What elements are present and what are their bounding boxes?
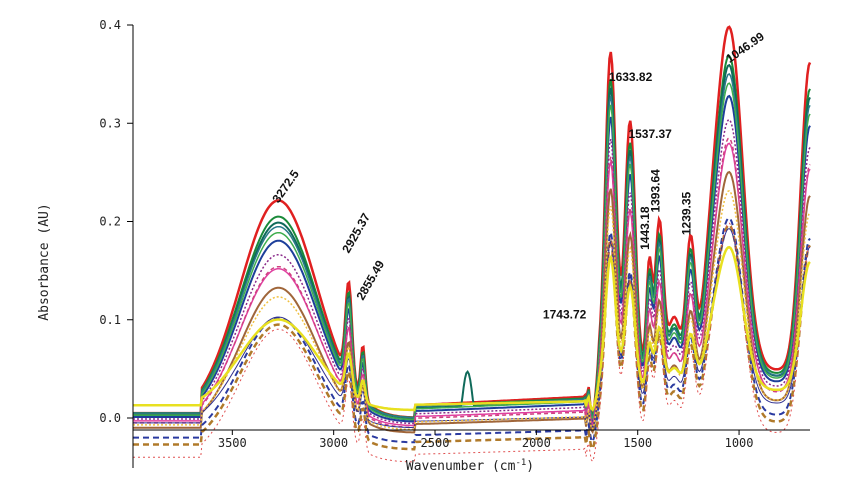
peak-label: 2925.37 xyxy=(339,210,373,255)
spectrum-series-line xyxy=(133,245,811,412)
plot-area xyxy=(133,25,812,463)
peak-label: 1443.18 xyxy=(638,206,652,250)
x-axis-label-superscript: -1 xyxy=(515,458,526,468)
peak-label: 2855.49 xyxy=(353,258,387,303)
spectrum-series-line xyxy=(133,228,811,429)
x-axis-label-text: Wavenumber (cm xyxy=(406,459,516,474)
peak-label: 1239.35 xyxy=(680,191,694,235)
y-tick-label: 0.2 xyxy=(99,215,121,229)
ticks: 3500 3000 2500 2000 1500 1000 0.0 0.1 0.2 0.3 0.4 xyxy=(99,18,753,450)
axes xyxy=(132,25,810,468)
x-axis-label-close: ) xyxy=(526,459,534,474)
peak-label: 1046.99 xyxy=(723,29,767,66)
x-tick-label: 3000 xyxy=(319,436,348,450)
peak-label: 1743.72 xyxy=(543,307,587,321)
x-tick-label: 3500 xyxy=(218,436,247,450)
y-axis-label: Absorbance (AU) xyxy=(37,203,52,320)
spectrum-series-line xyxy=(133,137,811,429)
peak-label: 3272.5 xyxy=(269,167,302,205)
peak-label: 1393.64 xyxy=(648,169,662,213)
spectrum-series-line xyxy=(133,189,811,431)
peak-label: 1537.37 xyxy=(628,127,672,141)
spectrum-series-line xyxy=(133,94,811,424)
x-tick-label: 2500 xyxy=(421,436,450,450)
y-tick-label: 0.3 xyxy=(99,116,121,130)
x-tick-label: 1000 xyxy=(725,436,754,450)
spectrum-series-line xyxy=(133,217,811,444)
y-tick-label: 0.0 xyxy=(99,411,121,425)
spectrum-series-line xyxy=(133,118,811,425)
x-tick-label: 2000 xyxy=(522,436,551,450)
y-tick-label: 0.1 xyxy=(99,313,121,327)
spectrum-series-line xyxy=(133,223,812,452)
x-tick-label: 1500 xyxy=(623,436,652,450)
y-tick-label: 0.4 xyxy=(99,18,121,32)
spectrum-series-line xyxy=(133,82,811,421)
x-axis-label: Wavenumber (cm-1) xyxy=(406,458,534,474)
peak-label: 1633.82 xyxy=(609,70,653,84)
